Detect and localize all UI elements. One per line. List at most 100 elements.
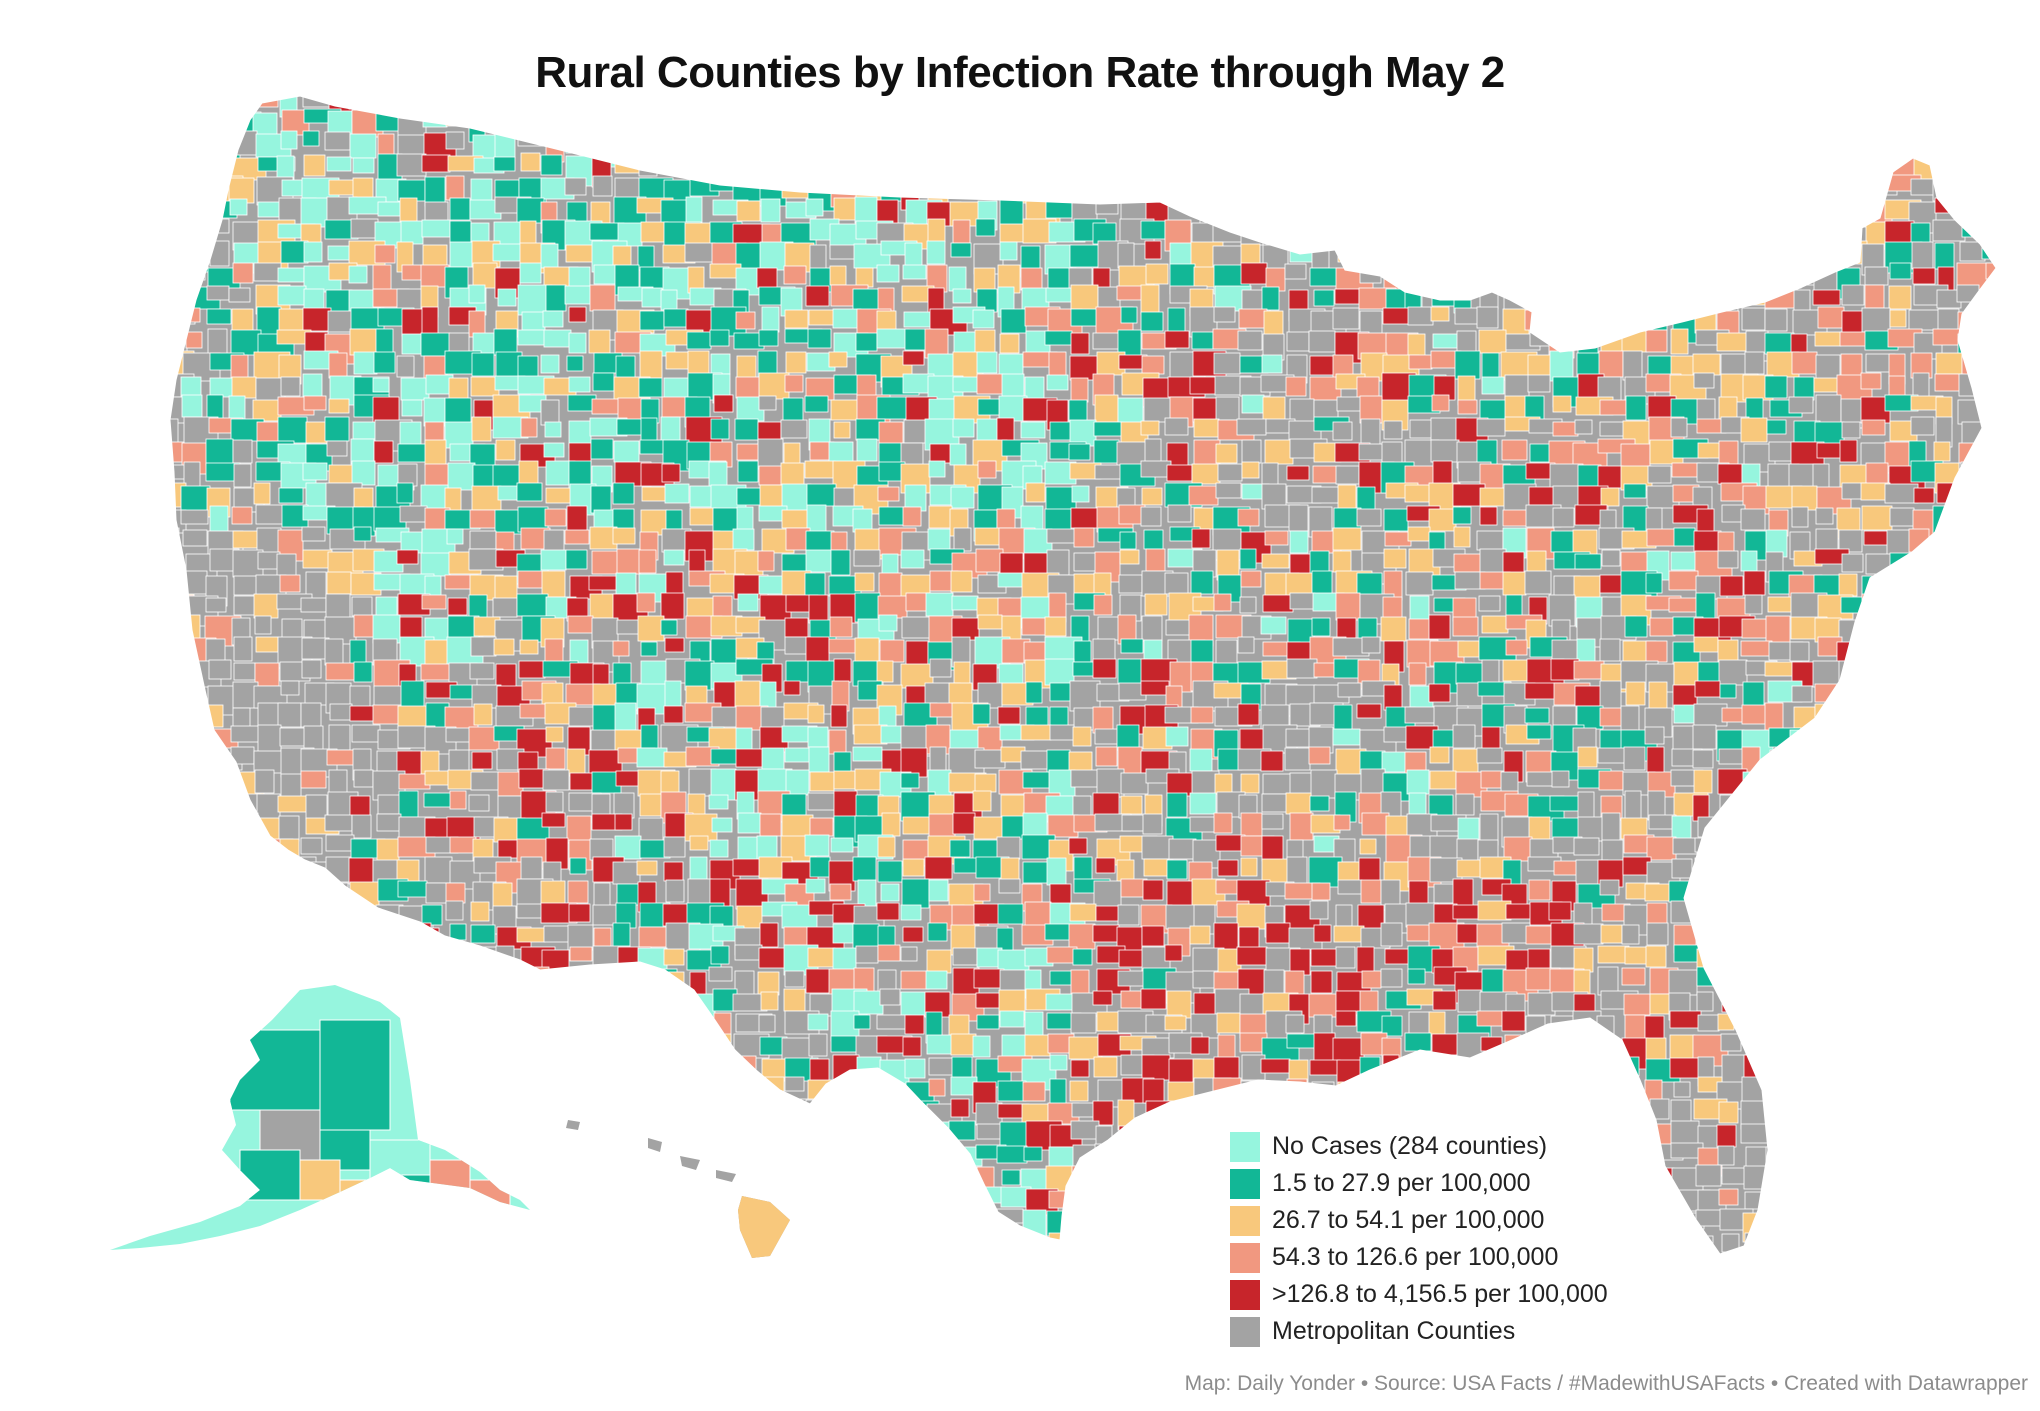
county-cell bbox=[206, 1077, 231, 1099]
county-cell bbox=[278, 946, 316, 962]
county-cell bbox=[807, 96, 838, 111]
county-cell bbox=[1502, 244, 1527, 263]
county-cell bbox=[1623, 746, 1646, 771]
county-cell bbox=[206, 1253, 234, 1254]
county-cell bbox=[1865, 1144, 1902, 1162]
county-cell bbox=[497, 1015, 517, 1031]
county-cell bbox=[422, 96, 456, 124]
county-cell bbox=[1598, 245, 1623, 278]
county-cell bbox=[1647, 465, 1672, 484]
county-cell bbox=[588, 329, 611, 354]
county-cell bbox=[1981, 967, 1996, 998]
county-cell bbox=[953, 177, 983, 196]
county-cell bbox=[734, 680, 761, 710]
county-cell bbox=[1935, 880, 1960, 910]
county-cell bbox=[1527, 374, 1551, 393]
county-cell bbox=[1240, 1080, 1274, 1100]
county-cell bbox=[761, 109, 782, 141]
county-cell bbox=[233, 662, 256, 681]
county-cell bbox=[425, 1035, 449, 1051]
county-cell bbox=[1528, 96, 1562, 116]
county-cell bbox=[588, 1233, 618, 1254]
county-cell bbox=[1792, 133, 1811, 159]
county-cell bbox=[1841, 553, 1864, 573]
county-cell bbox=[1768, 265, 1802, 289]
county-cell bbox=[1481, 223, 1499, 248]
county-cell bbox=[1742, 793, 1775, 815]
county-cell bbox=[1333, 925, 1365, 943]
county-cell bbox=[1046, 749, 1071, 773]
county-cell bbox=[1791, 1256, 1823, 1280]
county-cell bbox=[300, 702, 322, 728]
county-cell bbox=[541, 570, 566, 598]
county-cell bbox=[807, 1013, 829, 1031]
county-cell bbox=[1361, 201, 1390, 225]
county-cell bbox=[543, 329, 572, 348]
county-cell bbox=[1020, 135, 1048, 164]
county-cell bbox=[1408, 108, 1433, 130]
county-cell bbox=[1313, 1032, 1336, 1063]
county-cell bbox=[900, 970, 930, 990]
county-cell bbox=[205, 1165, 234, 1184]
county-cell bbox=[660, 289, 678, 311]
county-cell bbox=[1960, 1100, 1984, 1123]
county-cell bbox=[1885, 859, 1923, 891]
county-cell bbox=[254, 988, 280, 1009]
county-cell bbox=[521, 1057, 550, 1073]
county-cell bbox=[348, 265, 368, 284]
county-cell bbox=[1070, 1012, 1097, 1034]
county-cell bbox=[206, 96, 236, 116]
county-cell bbox=[758, 372, 790, 400]
county-cell bbox=[1289, 398, 1315, 423]
county-cell bbox=[1884, 1014, 1907, 1038]
county-cell bbox=[1864, 815, 1889, 836]
county-cell bbox=[565, 133, 603, 154]
county-cell bbox=[640, 641, 658, 657]
county-cell bbox=[449, 836, 477, 854]
county-cell bbox=[208, 152, 226, 173]
county-cell bbox=[1553, 264, 1591, 292]
county-cell bbox=[1958, 856, 1976, 883]
county-cell bbox=[1380, 968, 1403, 988]
county-cell bbox=[1284, 113, 1302, 139]
county-cell bbox=[1861, 108, 1888, 140]
county-cell bbox=[1500, 222, 1521, 240]
county-cell bbox=[1549, 1059, 1576, 1082]
county-cell bbox=[1261, 553, 1290, 569]
county-cell bbox=[254, 615, 272, 635]
county-cell bbox=[568, 442, 592, 464]
county-cell bbox=[1549, 1035, 1580, 1055]
county-cell bbox=[1984, 1099, 1996, 1115]
county-cell bbox=[277, 285, 307, 306]
county-cell bbox=[902, 506, 922, 527]
county-cell bbox=[685, 196, 703, 226]
county-cell bbox=[1215, 482, 1242, 499]
county-cell bbox=[351, 596, 373, 617]
county-cell bbox=[1453, 553, 1483, 573]
county-cell bbox=[881, 1208, 904, 1230]
county-cell bbox=[170, 814, 192, 838]
county-cell bbox=[1311, 617, 1331, 637]
county-cell bbox=[565, 1169, 592, 1202]
county-cell bbox=[1191, 463, 1221, 485]
county-cell bbox=[1120, 795, 1143, 815]
county-cell bbox=[353, 526, 372, 542]
county-cell bbox=[492, 1055, 531, 1087]
county-cell bbox=[1193, 1232, 1224, 1254]
county-cell bbox=[184, 746, 205, 777]
county-cell bbox=[1911, 241, 1934, 270]
county-cell bbox=[446, 1056, 482, 1088]
county-cell bbox=[1574, 96, 1603, 113]
county-cell bbox=[1668, 154, 1700, 170]
county-cell bbox=[1529, 1037, 1566, 1061]
county-cell bbox=[1502, 197, 1540, 230]
county-cell bbox=[1985, 262, 1996, 280]
county-cell bbox=[1285, 157, 1317, 181]
county-cell bbox=[1935, 1191, 1974, 1219]
county-cell bbox=[929, 130, 950, 155]
county-cell bbox=[1956, 527, 1986, 553]
county-cell bbox=[1025, 681, 1043, 704]
county-cell bbox=[1070, 1120, 1100, 1140]
county-cell bbox=[354, 1257, 389, 1283]
county-cell bbox=[230, 725, 261, 743]
